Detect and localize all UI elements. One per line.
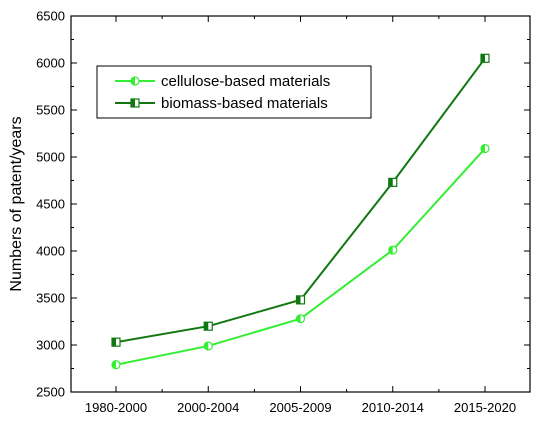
y-tick-label: 2500 (36, 385, 65, 400)
data-point-fill (388, 178, 393, 187)
x-tick-label: 2015-2020 (454, 400, 516, 415)
legend-label: biomass-based materials (161, 95, 328, 112)
data-point-fill (481, 144, 485, 153)
x-tick-label: 1980-2000 (85, 400, 147, 415)
series-2 (111, 53, 490, 347)
y-tick-label: 4500 (36, 197, 65, 212)
data-point-fill (112, 360, 116, 369)
legend-marker-fill (131, 77, 135, 85)
data-point-fill (296, 295, 301, 304)
data-point-fill (204, 341, 209, 350)
plot-frame (70, 15, 531, 393)
y-tick-label: 6000 (36, 56, 65, 71)
legend: cellulose-based materials biomass-based m… (96, 65, 372, 119)
x-tick-label: 2010-2014 (362, 400, 424, 415)
legend-box (96, 65, 372, 119)
x-tick-label: 2000-2004 (177, 400, 239, 415)
series-layer (111, 53, 490, 370)
y-axis-label: Numbers of patent/years (8, 116, 25, 291)
data-point-fill (112, 338, 116, 347)
y-tick-label: 5000 (36, 150, 65, 165)
legend-label: cellulose-based materials (161, 73, 330, 90)
legend-marker-fill (131, 99, 135, 107)
y-tick-label: 3500 (36, 291, 65, 306)
y-tick-label: 4000 (36, 244, 65, 259)
data-point-fill (204, 322, 209, 331)
y-tick-label: 6500 (36, 9, 65, 24)
series-1 (111, 143, 490, 370)
y-tick-label: 3000 (36, 338, 65, 353)
data-point-fill (296, 314, 301, 323)
y-axis-ticks: 2500 3000 3500 4000 4500 5000 5500 6000 6500 (36, 9, 530, 400)
x-tick-label: 2005-2009 (269, 400, 331, 415)
x-axis-ticks: 1980-2000 2000-2004 2005-2009 2010-2014 2015… (85, 16, 516, 415)
data-point-fill (481, 54, 485, 63)
data-point-fill (388, 246, 393, 255)
y-tick-label: 5500 (36, 103, 65, 118)
